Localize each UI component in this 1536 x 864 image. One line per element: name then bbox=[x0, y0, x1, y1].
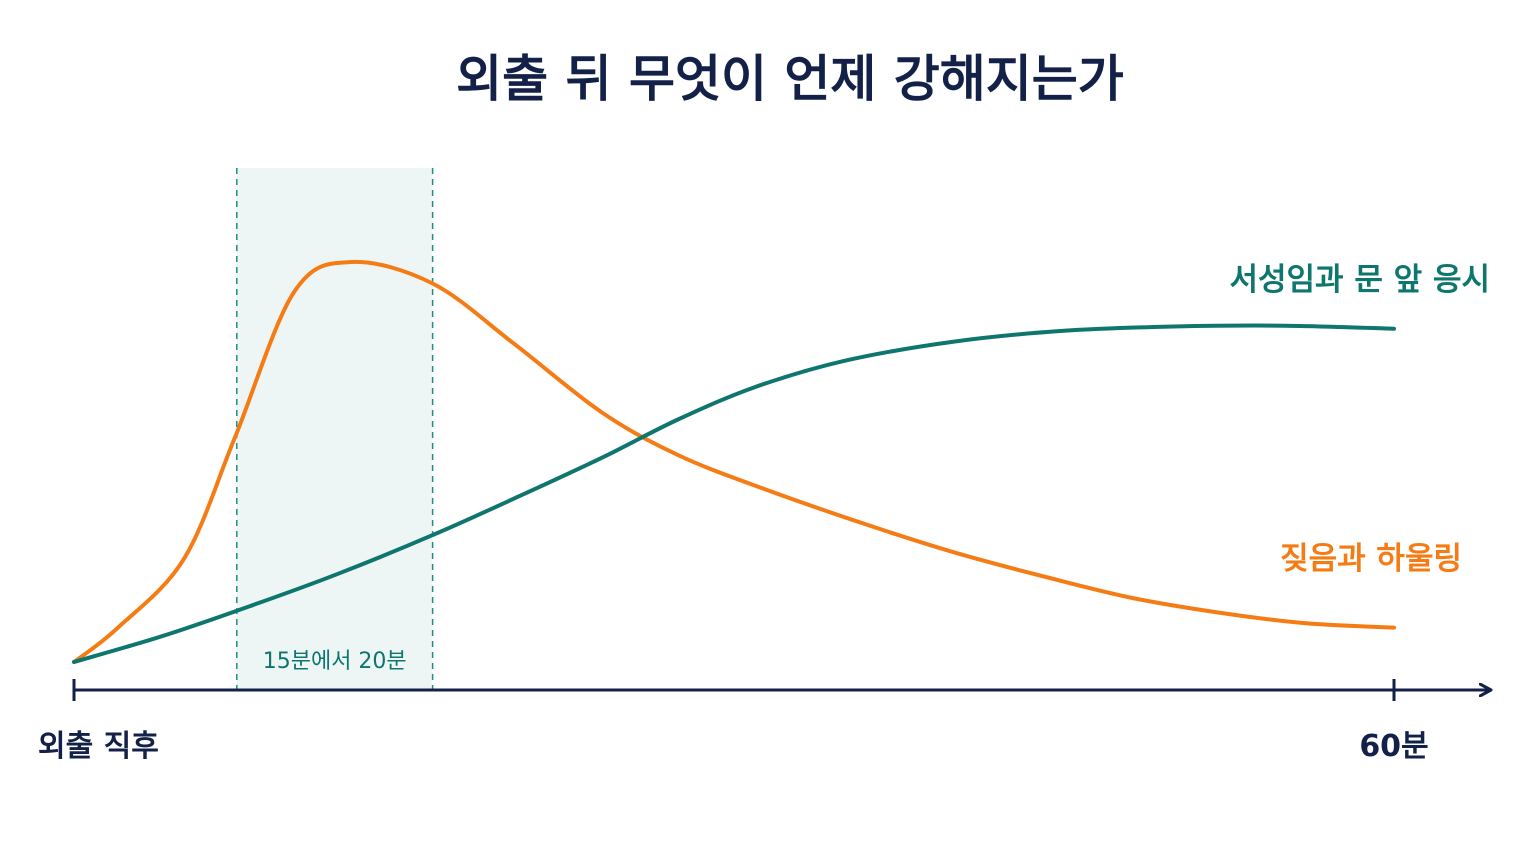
series-labels: 짖음과 하울링 서성임과 문 앞 응시 bbox=[1229, 262, 1490, 577]
series-line-pacing-door-staring bbox=[72, 323, 1396, 664]
chart-title: 외출 뒤 무엇이 언제 강해지는가 bbox=[456, 50, 1124, 108]
series-label-barking-howling: 짖음과 하울링 bbox=[1280, 541, 1462, 577]
series-group bbox=[72, 259, 1396, 664]
x-tick-label-start: 외출 직후 bbox=[38, 729, 159, 764]
x-axis-ticks: 외출 직후 60분 bbox=[38, 679, 1429, 764]
band-label: 15분에서 20분 bbox=[263, 649, 407, 674]
series-line-barking-howling bbox=[72, 259, 1396, 664]
x-tick-label-end: 60분 bbox=[1359, 729, 1428, 764]
highlight-band-group: 15분에서 20분 bbox=[236, 168, 434, 690]
series-label-pacing-door-staring: 서성임과 문 앞 응시 bbox=[1229, 262, 1490, 298]
highlight-band bbox=[236, 168, 433, 690]
